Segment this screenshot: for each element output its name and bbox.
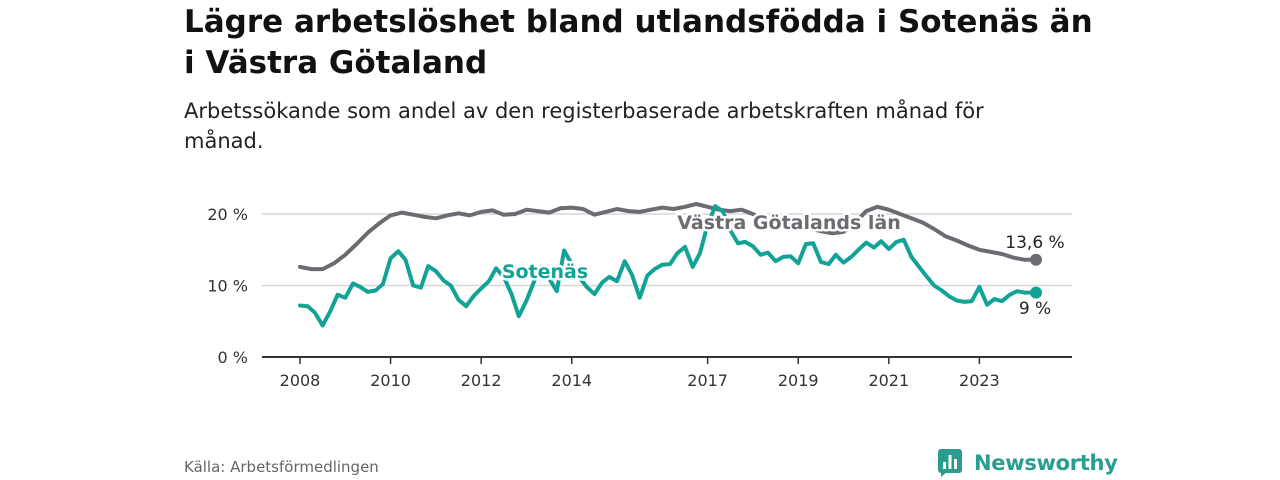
gridlines [262,213,1072,287]
series-lines [298,202,1042,328]
chart-title: Lägre arbetslöshet bland utlandsfödda i … [184,4,1093,81]
x-tick-label-2019: 2019 [778,371,819,390]
sotenas-series-label: Sotenäs [502,261,588,283]
vgl-end-value-label: 13,6 % [1005,233,1064,253]
y-tick-label-20: 20 % [207,205,248,224]
sotenas-end-value-label: 9 % [1019,299,1051,319]
x-tick-label-2014: 2014 [551,371,592,390]
x-tick-label-2008: 2008 [280,371,321,390]
y-axis-ticks: 0 % 10 % 20 % [207,205,248,367]
series-labels: Västra Götalands län Sotenäs 13,6 % 9 % [499,210,1066,322]
x-axis-ticks: 2008 2010 2012 2014 2017 2019 2021 2023 [280,357,1000,390]
vgl-series-label: Västra Götalands län [677,212,900,234]
sotenas-line [298,204,1038,328]
vgl-end-marker [1030,253,1042,266]
x-tick-label-2021: 2021 [868,371,909,390]
chart-subtitle: Arbetssökande som andel av den registerb… [184,99,984,153]
vgl-line [298,202,1038,272]
x-tick-label-2010: 2010 [370,371,411,390]
y-tick-label-10: 10 % [207,277,248,296]
x-tick-label-2012: 2012 [461,371,502,390]
bar-chart-icon [938,449,962,477]
brand-name: Newsworthy [974,451,1118,475]
newsworthy-logo[interactable]: Newsworthy [938,448,1118,478]
source-note: Källa: Arbetsförmedlingen [184,458,379,476]
x-tick-label-2017: 2017 [687,371,728,390]
x-tick-label-2023: 2023 [959,371,1000,390]
sotenas-end-marker [1030,286,1042,299]
line-chart: 0 % 10 % 20 % Västra Götalands län Sotenäs 1… [207,202,1072,390]
y-tick-label-0: 0 % [218,348,248,367]
